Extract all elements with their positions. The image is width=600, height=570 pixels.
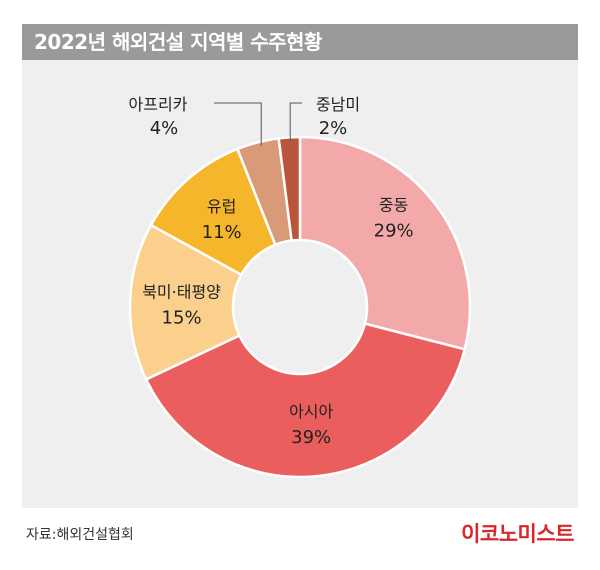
slice-5-label: 아프리카 bbox=[129, 95, 188, 114]
slice-1-value: 29% bbox=[374, 220, 414, 241]
slice-2-arc bbox=[144, 322, 467, 479]
slice-1-label: 중동 bbox=[379, 195, 408, 214]
slice-4-value: 11% bbox=[202, 222, 242, 243]
brand-logo: 이코노미스트 bbox=[461, 522, 574, 546]
slice-2-label: 아시아 bbox=[289, 402, 333, 421]
slice-2-value: 39% bbox=[291, 427, 331, 448]
slice-3-value: 15% bbox=[162, 307, 202, 328]
slice-6-label: 중남미 bbox=[316, 95, 360, 114]
slice-6-value: 2% bbox=[319, 118, 348, 139]
slice-3-arc bbox=[128, 223, 243, 382]
slice-1-arc bbox=[298, 135, 472, 351]
slice-labels: 중동 29% 아시아 39% 북미·태평양 15% 유럽 11% 아프리카 4% 중남미 2% bbox=[129, 95, 414, 448]
slice-5-value: 4% bbox=[150, 118, 179, 139]
slice-5-leader bbox=[214, 102, 262, 146]
slice-6-leader bbox=[289, 102, 302, 142]
donut-slices bbox=[128, 135, 472, 479]
slice-4-label: 유럽 bbox=[207, 197, 236, 216]
slice-6-arc bbox=[277, 135, 302, 242]
chart-title: 2022년 해외건설 지역별 수주현황 bbox=[22, 24, 578, 60]
slice-3-label: 북미·태평양 bbox=[142, 282, 221, 301]
source-note: 자료:해외건설협회 bbox=[26, 527, 134, 543]
